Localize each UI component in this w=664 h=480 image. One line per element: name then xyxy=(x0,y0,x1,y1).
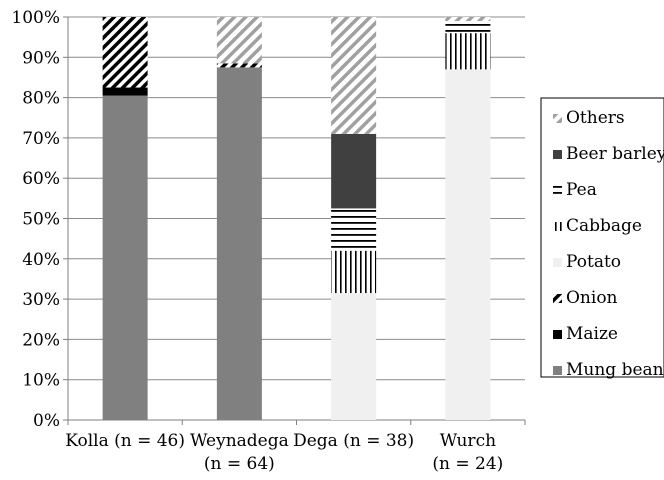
y-tick-label: 20% xyxy=(22,330,60,350)
category-label: Kolla (n = 46) xyxy=(65,431,185,451)
y-tick-label: 50% xyxy=(22,210,60,230)
bar-segment-onion xyxy=(102,17,148,88)
bar-segment-onion xyxy=(216,63,262,68)
legend-swatch xyxy=(553,294,562,303)
legend-swatch xyxy=(553,258,562,267)
bar-segment-cabbage xyxy=(445,33,491,70)
legend: Others Beer barley Pea Cabbage Potato Onion Ma… xyxy=(540,97,664,380)
y-tick-label: 100% xyxy=(11,8,60,28)
y-tick-label: 40% xyxy=(22,250,60,270)
bar-segment-pea xyxy=(445,21,491,34)
bar-segment-others xyxy=(216,17,262,64)
legend-label: Cabbage xyxy=(566,216,642,236)
y-tick-label: 0% xyxy=(33,411,60,431)
legend-label: Others xyxy=(566,108,625,128)
y-tick-label: 70% xyxy=(22,129,60,149)
legend-label: Maize xyxy=(566,324,618,344)
legend-label: Potato xyxy=(566,252,621,272)
legend-label: Onion xyxy=(566,288,618,308)
legend-swatch xyxy=(553,186,562,195)
category-label: Wurch xyxy=(440,431,496,451)
bar-segment-beer-barley xyxy=(331,133,377,209)
legend-label: Mung bean xyxy=(566,360,664,380)
y-tick-label: 10% xyxy=(22,371,60,391)
category-label: (n = 24) xyxy=(432,454,503,474)
bar-segment-maize xyxy=(102,87,148,96)
legend-swatch xyxy=(553,330,562,339)
bar-segment-others xyxy=(331,17,377,134)
category-label: Weynadega xyxy=(190,431,289,451)
y-tick-label: 90% xyxy=(22,48,60,68)
category-label: (n = 64) xyxy=(204,454,275,474)
y-tick-label: 60% xyxy=(22,169,60,189)
category-label: Dega (n = 38) xyxy=(293,431,414,451)
bars xyxy=(102,17,491,421)
bar-segment-cabbage xyxy=(331,250,377,294)
axis-labels: 0% 10% 20% 30% 40% 50% 60% 70% 80% 90% 100% Kolla (… xyxy=(11,8,503,474)
legend-swatch xyxy=(553,150,562,159)
bar-segment-mung-bean xyxy=(216,67,262,420)
y-tick-label: 80% xyxy=(22,89,60,109)
bar-segment-others xyxy=(445,17,491,22)
bar-segment-pea xyxy=(331,208,377,251)
bar-segment-mung-bean xyxy=(102,95,148,421)
bar-segment-potato xyxy=(331,293,377,420)
legend-swatch xyxy=(553,366,562,375)
legend-swatch xyxy=(553,222,562,231)
y-tick-label: 30% xyxy=(22,290,60,310)
legend-swatch xyxy=(553,114,562,123)
legend-label: Beer barley xyxy=(566,144,664,164)
bar-segment-potato xyxy=(445,69,491,420)
legend-label: Pea xyxy=(566,180,597,200)
